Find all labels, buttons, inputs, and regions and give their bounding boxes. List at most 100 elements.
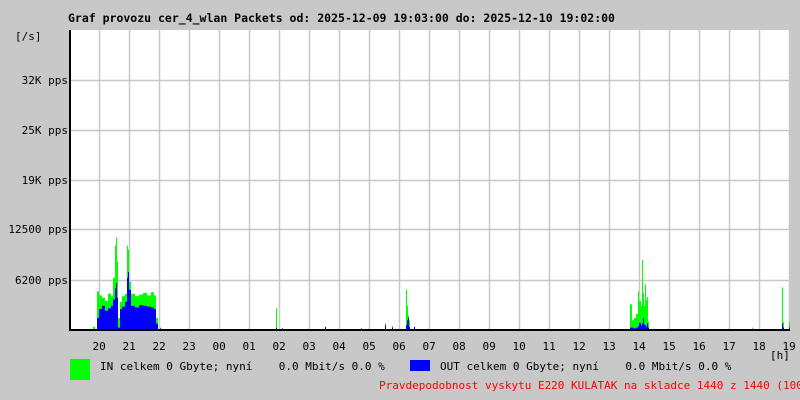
in-bar	[630, 304, 632, 330]
in-bar	[93, 326, 95, 330]
out-bar	[407, 320, 408, 330]
x-tick-label: 08	[452, 340, 466, 353]
x-tick-label: 07	[422, 340, 436, 353]
out-bar	[111, 305, 113, 330]
in-bar	[646, 300, 647, 330]
out-bar	[789, 327, 790, 330]
y-tick-label: 6200 pps	[15, 273, 68, 287]
x-tick-label: 18	[752, 340, 766, 353]
x-tick-label: 17	[722, 340, 736, 353]
out-bar	[102, 305, 105, 330]
x-tick-label: 20	[92, 340, 106, 353]
out-bar	[147, 306, 151, 330]
in-bar	[782, 287, 783, 330]
x-tick-label: 00	[212, 340, 226, 353]
out-bar	[120, 309, 122, 330]
out-bar	[118, 327, 120, 330]
out-bar	[647, 323, 648, 330]
in-bar	[406, 289, 407, 330]
chart-title: Graf provozu cer_4_wlan Packets od: 2025…	[68, 11, 615, 25]
in-bar	[639, 301, 641, 330]
out-bar	[97, 317, 99, 330]
x-tick-label: 09	[482, 340, 496, 353]
out-bar	[406, 325, 407, 330]
out-bar	[630, 327, 632, 330]
x-tick-label: 04	[332, 340, 346, 353]
in-bar	[636, 313, 638, 330]
out-bar	[108, 308, 111, 330]
out-bar	[105, 310, 108, 330]
in-bar	[643, 293, 644, 330]
legend-in-swatch	[70, 359, 90, 380]
out-bar	[276, 327, 277, 330]
out-bar	[392, 327, 393, 330]
x-tick-label: 15	[662, 340, 676, 353]
in-bar	[118, 317, 120, 330]
y-tick-label: 19K pps	[21, 173, 68, 187]
probability-text: Pravdepodobnost vyskytu E220 KULATAK na …	[379, 379, 800, 392]
in-bar	[645, 284, 646, 330]
out-bar	[643, 317, 644, 330]
out-bar	[644, 324, 645, 330]
in-bar	[276, 308, 277, 330]
in-bar	[648, 321, 649, 330]
out-bar	[115, 288, 116, 330]
x-tick-label: 05	[362, 340, 376, 353]
y-tick-label: 25K pps	[21, 123, 68, 137]
out-bar	[122, 306, 125, 330]
in-bar	[409, 320, 410, 330]
out-bar	[129, 289, 131, 330]
out-bar	[127, 277, 128, 330]
out-bar	[409, 326, 410, 330]
x-tick-label: 19	[782, 340, 796, 353]
out-bar	[408, 317, 409, 330]
out-bar	[156, 323, 158, 330]
x-tick-label: 22	[152, 340, 166, 353]
out-bar	[648, 327, 649, 330]
x-tick-label: 14	[632, 340, 646, 353]
in-bar	[117, 261, 118, 330]
out-bar	[638, 325, 639, 330]
y-axis-unit: [/s]	[15, 30, 42, 43]
x-tick-label: 23	[182, 340, 196, 353]
out-bar	[385, 325, 386, 330]
out-bar	[641, 325, 642, 330]
out-bar	[414, 326, 415, 330]
out-bar	[636, 327, 638, 330]
y-tick-label: 12500 pps	[8, 222, 68, 236]
out-bar	[639, 322, 641, 330]
in-bar	[97, 291, 99, 330]
x-tick-label: 12	[572, 340, 586, 353]
in-bar	[115, 245, 116, 330]
out-bar	[116, 283, 117, 330]
x-tick-label: 06	[392, 340, 406, 353]
y-tick-label: 32K pps	[21, 73, 68, 87]
in-bar	[789, 321, 790, 330]
x-axis-unit: [h]	[770, 349, 790, 362]
out-bar	[645, 325, 646, 330]
out-bar	[117, 297, 118, 330]
x-tick-label: 13	[602, 340, 616, 353]
x-tick-label: 03	[302, 340, 316, 353]
out-bar	[646, 326, 647, 330]
out-bar	[151, 307, 154, 330]
out-bar	[113, 299, 115, 330]
in-bar	[634, 317, 636, 330]
out-bar	[782, 323, 783, 330]
in-bar	[642, 260, 643, 330]
out-bar	[125, 301, 127, 330]
out-bar	[632, 327, 634, 330]
out-bar	[642, 323, 643, 330]
legend-out-swatch	[410, 360, 430, 371]
x-tick-label: 01	[242, 340, 256, 353]
in-bar	[632, 320, 634, 330]
x-tick-label: 02	[272, 340, 286, 353]
x-tick-label: 16	[692, 340, 706, 353]
x-tick-label: 10	[512, 340, 526, 353]
out-bar	[131, 305, 135, 330]
x-tick-label: 21	[122, 340, 136, 353]
out-bar	[783, 327, 784, 330]
in-bar	[647, 297, 648, 330]
legend-in-text: IN celkem 0 Gbyte; nyní 0.0 Mbit/s 0.0 %	[100, 360, 385, 373]
out-bar	[128, 272, 129, 330]
